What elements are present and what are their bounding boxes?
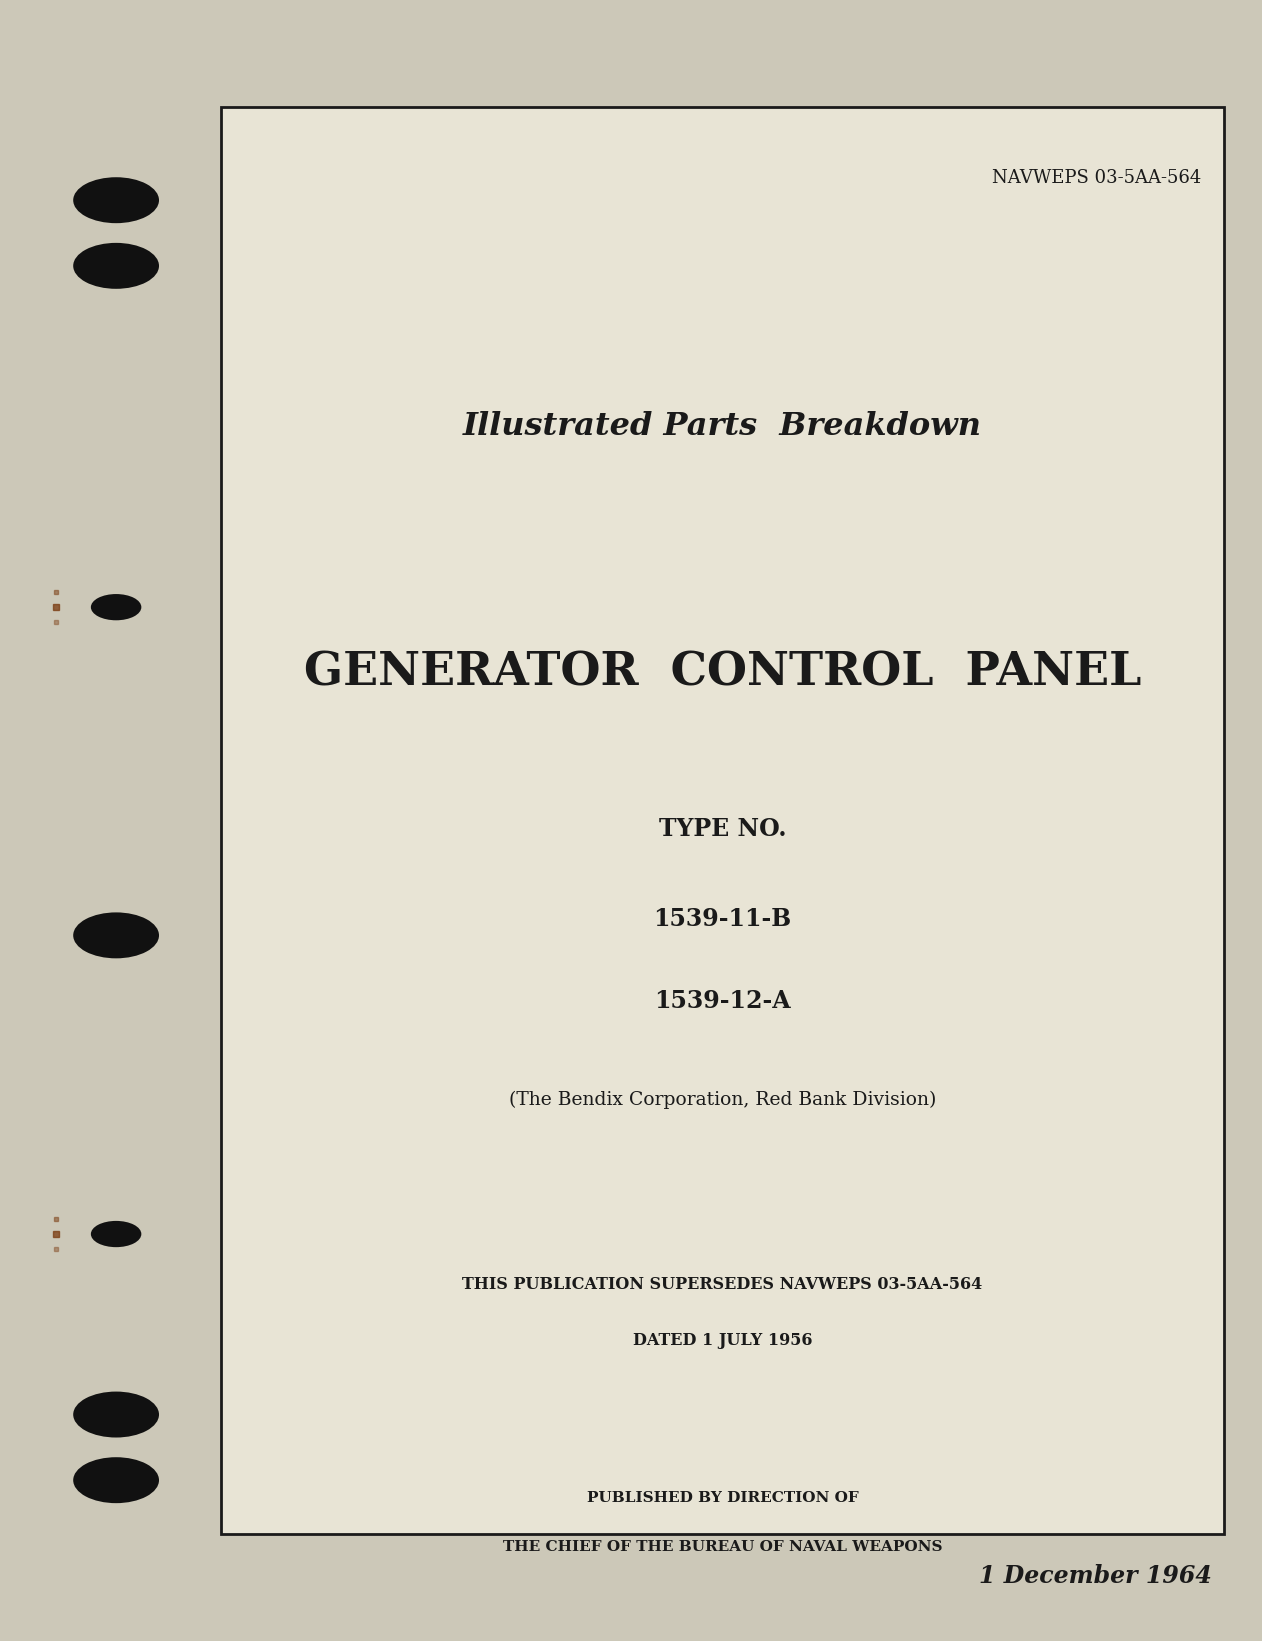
- Text: Illustrated Parts  Breakdown: Illustrated Parts Breakdown: [463, 412, 982, 441]
- Ellipse shape: [73, 1457, 159, 1503]
- Ellipse shape: [91, 594, 141, 620]
- Text: 1 December 1964: 1 December 1964: [978, 1564, 1212, 1588]
- Ellipse shape: [73, 177, 159, 223]
- Text: 1539-11-B: 1539-11-B: [654, 907, 791, 930]
- Text: PUBLISHED BY DIRECTION OF: PUBLISHED BY DIRECTION OF: [587, 1492, 858, 1505]
- Ellipse shape: [73, 912, 159, 958]
- Text: THIS PUBLICATION SUPERSEDES NAVWEPS 03-5AA-564: THIS PUBLICATION SUPERSEDES NAVWEPS 03-5…: [462, 1277, 983, 1293]
- Text: TYPE NO.: TYPE NO.: [659, 817, 786, 840]
- Text: NAVWEPS 03-5AA-564: NAVWEPS 03-5AA-564: [992, 169, 1201, 187]
- Ellipse shape: [73, 1392, 159, 1438]
- Ellipse shape: [73, 243, 159, 289]
- Text: 1539-12-A: 1539-12-A: [654, 990, 791, 1012]
- Text: DATED 1 JULY 1956: DATED 1 JULY 1956: [632, 1332, 813, 1349]
- Text: GENERATOR  CONTROL  PANEL: GENERATOR CONTROL PANEL: [304, 650, 1141, 696]
- Bar: [221, 107, 1224, 1534]
- Text: THE CHIEF OF THE BUREAU OF NAVAL WEAPONS: THE CHIEF OF THE BUREAU OF NAVAL WEAPONS: [502, 1541, 943, 1554]
- Text: (The Bendix Corporation, Red Bank Division): (The Bendix Corporation, Red Bank Divisi…: [509, 1090, 936, 1109]
- Ellipse shape: [91, 1221, 141, 1247]
